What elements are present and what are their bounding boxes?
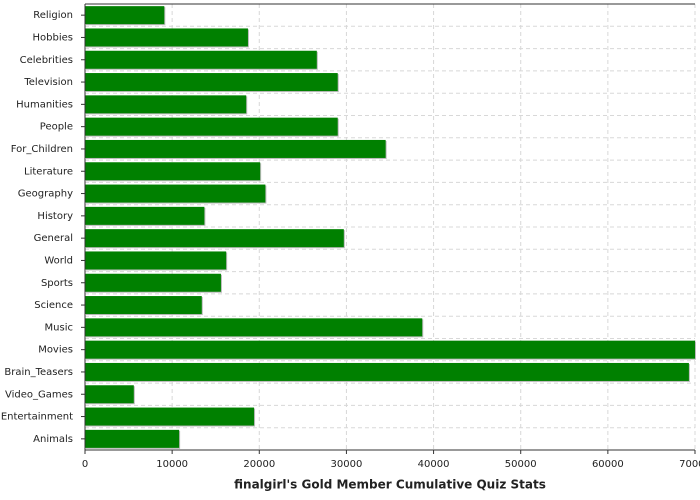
- bar: [85, 340, 695, 359]
- y-tick-label: World: [44, 255, 73, 266]
- y-tick-label: Literature: [24, 166, 73, 177]
- x-tick-label: 0: [82, 459, 88, 470]
- y-tick-label: Brain_Teasers: [4, 367, 73, 378]
- bar: [85, 318, 423, 337]
- bar: [85, 296, 202, 315]
- x-tick-label: 10000: [156, 459, 188, 470]
- x-tick-label: 70000: [679, 459, 700, 470]
- y-tick-label: Video_Games: [5, 389, 73, 400]
- bar: [85, 139, 386, 158]
- y-tick-label: Entertainment: [1, 412, 73, 423]
- bar: [85, 229, 344, 248]
- y-tick-label: Movies: [38, 345, 73, 356]
- y-tick-label: Hobbies: [33, 32, 73, 43]
- bar: [85, 407, 255, 426]
- bar: [85, 73, 338, 92]
- y-tick-label: History: [37, 211, 73, 222]
- y-tick-label: Music: [45, 322, 73, 333]
- bar: [85, 184, 266, 203]
- x-tick-label: 50000: [505, 459, 537, 470]
- y-tick-label: For_Children: [11, 144, 73, 155]
- y-tick-label: Celebrities: [20, 55, 73, 66]
- y-tick-label: Television: [23, 77, 73, 88]
- bar: [85, 50, 317, 69]
- chart-title: finalgirl's Gold Member Cumulative Quiz …: [234, 478, 546, 492]
- bar: [85, 28, 248, 47]
- y-tick-label: Geography: [18, 189, 73, 200]
- x-tick-label: 20000: [243, 459, 275, 470]
- y-tick-label: Animals: [33, 434, 73, 445]
- y-tick-label: Religion: [33, 10, 73, 21]
- bar: [85, 95, 247, 114]
- bar: [85, 117, 338, 136]
- bar: [85, 206, 205, 225]
- x-tick-label: 30000: [331, 459, 363, 470]
- bar: [85, 162, 261, 181]
- bar: [85, 273, 221, 292]
- bar: [85, 6, 165, 25]
- y-tick-label: General: [34, 233, 73, 244]
- bar: [85, 385, 134, 404]
- x-tick-label: 40000: [418, 459, 450, 470]
- bar: [85, 251, 227, 270]
- bar: [85, 429, 180, 448]
- y-tick-label: Science: [34, 300, 73, 311]
- y-tick-label: Humanities: [16, 99, 73, 110]
- y-tick-label: Sports: [41, 278, 73, 289]
- y-tick-label: People: [40, 122, 73, 133]
- bar: [85, 362, 689, 381]
- x-tick-label: 60000: [592, 459, 624, 470]
